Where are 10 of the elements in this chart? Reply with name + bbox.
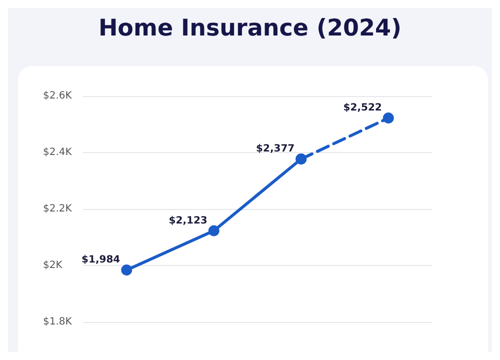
data-label: $1,984 bbox=[82, 254, 120, 266]
y-tick-label: $2.4K bbox=[43, 147, 72, 158]
y-tick-label: $2K bbox=[43, 260, 63, 271]
y-tick-label: $2.6K bbox=[43, 90, 72, 102]
data-label: $2,123 bbox=[168, 215, 208, 226]
data-label: $2,377 bbox=[256, 143, 295, 154]
chart-title: Home Insurance (2024) bbox=[98, 16, 402, 42]
y-tick-label: $1.8K bbox=[43, 316, 72, 328]
data-label: $2,522 bbox=[343, 102, 382, 114]
y-tick-label: $2.2K bbox=[43, 204, 72, 214]
